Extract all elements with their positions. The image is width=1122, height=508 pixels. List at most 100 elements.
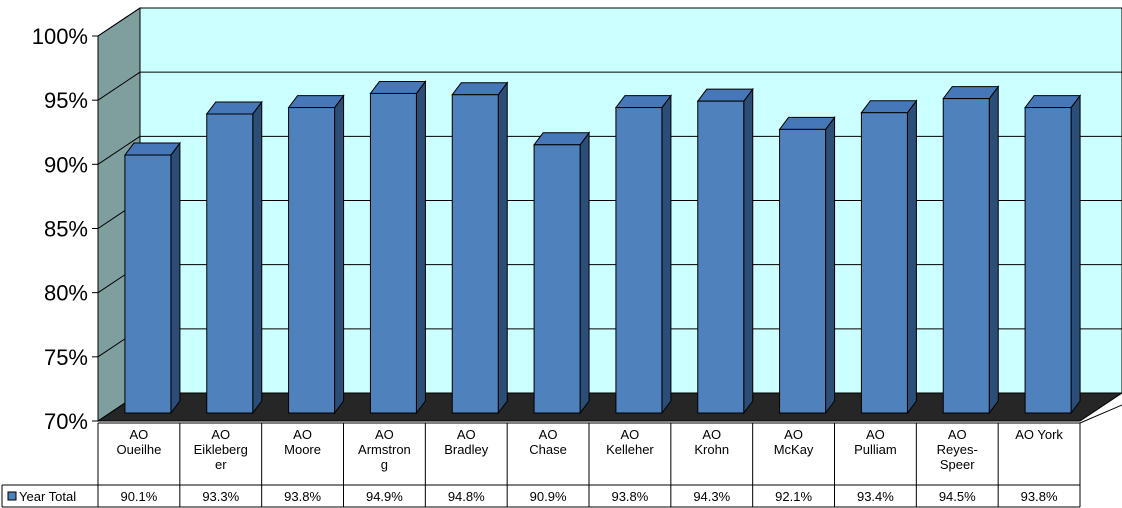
category-label-line: AO (784, 427, 803, 442)
bar-12 (1024, 94, 1082, 415)
category-label-line: AO (211, 427, 230, 442)
bar-top (369, 80, 427, 94)
category-label-line: AO (866, 427, 885, 442)
y-tick-label: 85% (44, 217, 88, 242)
bar-front (369, 92, 417, 414)
bar-side (497, 81, 508, 415)
data-label: 90.9% (530, 489, 567, 504)
data-label: 93.3% (202, 489, 239, 504)
bar-side (661, 94, 672, 415)
bar-side (252, 100, 263, 415)
bar-5 (451, 81, 509, 415)
category-label-line: AO (375, 427, 394, 442)
y-tick-label: 80% (44, 281, 88, 306)
y-tick-label: 90% (44, 152, 88, 177)
category-label: AO Bradley (444, 427, 489, 457)
bar-front (942, 98, 990, 414)
y-axis: 70% 75% 80% 85% 90% 95% 100% (32, 24, 99, 434)
bar-side (825, 115, 836, 415)
category-label-line: Speer (940, 457, 975, 472)
category-label-line: Krohn (694, 442, 729, 457)
category-label-line: McKay (774, 442, 814, 457)
category-label-line: Kelleher (606, 442, 654, 457)
data-label: 94.3% (693, 489, 730, 504)
y-tick-label: 75% (44, 345, 88, 370)
category-label-line: AO (621, 427, 640, 442)
bar-top (533, 132, 591, 146)
bar-side (743, 87, 754, 415)
data-label: 92.1% (775, 489, 812, 504)
bar-11 (942, 85, 1000, 415)
category-label-line: Armstron (358, 442, 411, 457)
bar-top (1024, 95, 1082, 109)
bar-top (205, 101, 263, 115)
category-label-line: AO York (1015, 427, 1063, 442)
category-label-line: Bradley (444, 442, 489, 457)
data-label: 93.8% (1021, 489, 1058, 504)
bar-7 (614, 94, 672, 415)
category-label-line: Reyes- (937, 442, 978, 457)
category-label-line: AO (539, 427, 558, 442)
bar-top (451, 82, 509, 96)
bar-side (1070, 94, 1081, 415)
category-label: AO Armstron g (358, 427, 411, 472)
bar-side (906, 99, 917, 415)
data-label: 90.1% (120, 489, 157, 504)
table-edge (1079, 404, 1122, 424)
bar-side (988, 85, 999, 415)
bar-front (124, 154, 172, 414)
bar-side (170, 141, 181, 415)
category-label-line: er (215, 457, 227, 472)
category-label: AO Reyes-Speer (937, 427, 978, 472)
legend-series-name: Year Total (19, 489, 76, 504)
category-label: AO McKay (774, 427, 814, 457)
bar-front (451, 94, 499, 414)
bar-side (334, 94, 345, 415)
bar-3 (287, 94, 345, 415)
bar-side (579, 131, 590, 415)
bar-top (696, 88, 754, 102)
bar-front (1024, 107, 1072, 414)
bar-9 (778, 115, 836, 415)
category-label: AO Pulliam (854, 427, 897, 457)
data-label: 94.9% (366, 489, 403, 504)
bar-8 (696, 87, 754, 415)
category-label: AO Moore (284, 427, 321, 457)
category-label-line: AO (293, 427, 312, 442)
bar-top (123, 142, 181, 156)
data-label: 93.8% (284, 489, 321, 504)
bar-front (615, 107, 663, 414)
category-label: AO Kelleher (606, 427, 654, 457)
bar-front (533, 144, 581, 414)
bar-top (860, 100, 918, 114)
category-label-line: Pulliam (854, 442, 897, 457)
y-tick-label: 95% (44, 88, 88, 113)
bar-top (942, 86, 1000, 100)
data-label: 93.8% (611, 489, 648, 504)
bar-front (288, 107, 336, 414)
y-tick-label: 70% (44, 409, 88, 434)
category-label-line: Oueilhe (117, 442, 162, 457)
legend-swatch (7, 491, 17, 501)
gridline (97, 7, 1122, 37)
category-label-line: AO (457, 427, 476, 442)
category-label-line: Moore (284, 442, 321, 457)
bar-front (860, 112, 908, 414)
category-label-line: g (381, 457, 388, 472)
bar-front (206, 113, 254, 414)
data-label: 94.8% (448, 489, 485, 504)
gridline (97, 71, 1122, 101)
bar-top (614, 95, 672, 109)
bars (123, 79, 1082, 415)
category-label: AO York (1015, 427, 1063, 442)
data-label: 94.5% (939, 489, 976, 504)
bar-front (697, 100, 745, 414)
bar-top (287, 95, 345, 109)
category-label-line: Eikleberg (194, 442, 248, 457)
bar-10 (860, 99, 918, 415)
data-label: 93.4% (857, 489, 894, 504)
category-label: AO Eikleberg er (194, 427, 248, 472)
bar-1 (123, 141, 181, 415)
